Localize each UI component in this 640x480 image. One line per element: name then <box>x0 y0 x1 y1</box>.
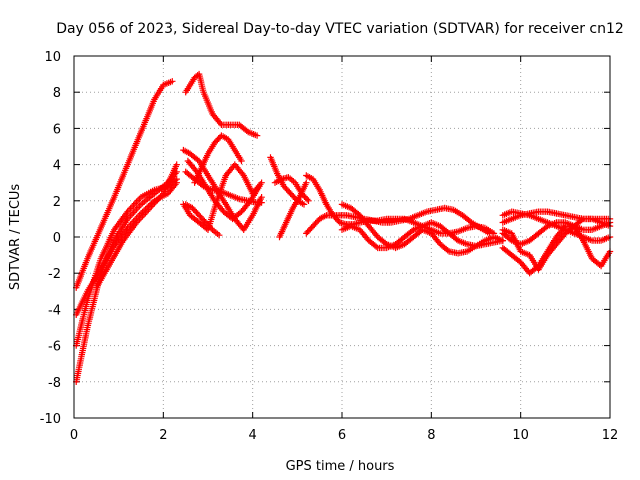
data-point <box>243 127 250 134</box>
chart-title: Day 056 of 2023, Sidereal Day-to-day VTE… <box>56 21 624 37</box>
data-point <box>253 132 261 139</box>
data-point <box>408 227 416 235</box>
data-point <box>304 196 311 203</box>
data-point <box>236 209 244 217</box>
series-s10 <box>184 157 263 223</box>
series-s6 <box>182 70 261 139</box>
x-tick-label: 2 <box>159 428 167 443</box>
data-point <box>303 179 310 186</box>
x-tick-label: 0 <box>70 428 78 443</box>
series-s16 <box>303 172 498 237</box>
data-point <box>169 78 176 85</box>
y-tick-label: -2 <box>48 267 61 282</box>
data-point <box>173 161 180 168</box>
data-point <box>258 179 265 186</box>
series-s3 <box>73 175 180 349</box>
data-point <box>173 179 180 186</box>
data-point <box>256 183 263 190</box>
series-s19 <box>338 219 506 252</box>
series-s15 <box>271 174 312 204</box>
data-point <box>542 224 550 231</box>
y-tick-label: 0 <box>53 231 61 246</box>
data-point <box>453 236 460 243</box>
data-series <box>73 70 614 385</box>
data-point <box>486 230 493 237</box>
series-s13 <box>267 154 308 208</box>
data-point <box>373 243 380 250</box>
x-tick-label: 10 <box>512 428 529 443</box>
data-point <box>258 194 265 201</box>
series-s12 <box>182 201 223 239</box>
data-point <box>466 218 474 225</box>
series-s14 <box>276 179 310 241</box>
x-tick-label: 12 <box>602 428 619 443</box>
series-s1 <box>73 78 176 291</box>
data-point <box>300 201 308 208</box>
series-s4 <box>73 179 180 318</box>
y-tick-label: 6 <box>53 122 61 137</box>
data-point <box>444 247 451 254</box>
x-axis-label: GPS time / hours <box>286 459 395 474</box>
series-s24 <box>499 219 614 248</box>
y-axis-label: SDTVAR / TECUs <box>8 184 23 291</box>
series-s11 <box>191 132 245 186</box>
data-point <box>507 236 514 243</box>
x-tick-labels: 0 2 4 6 8 10 12 <box>70 428 618 443</box>
y-tick-label: -6 <box>48 340 61 355</box>
series-s5 <box>93 161 180 291</box>
y-tick-label: 8 <box>53 86 61 101</box>
y-tick-label: -4 <box>48 303 61 318</box>
data-point <box>499 237 506 244</box>
x-tick-label: 4 <box>249 428 257 443</box>
grid <box>74 56 610 418</box>
plot-frame <box>73 55 611 419</box>
y-tick-label: -10 <box>40 412 61 427</box>
data-point <box>238 157 245 165</box>
y-tick-label: -8 <box>48 376 61 391</box>
series-s17 <box>303 204 493 237</box>
y-tick-label: 2 <box>53 195 61 210</box>
data-point <box>216 232 223 239</box>
x-tick-label: 6 <box>338 428 346 443</box>
series-s22 <box>499 208 614 226</box>
y-tick-label: 4 <box>53 159 61 174</box>
data-point <box>258 199 265 206</box>
y-tick-labels: -10 -8 -6 -4 -2 0 2 4 6 8 10 <box>40 50 61 427</box>
data-point <box>146 204 154 212</box>
data-point <box>207 225 215 232</box>
data-point <box>305 197 312 204</box>
x-tick-label: 8 <box>427 428 435 443</box>
y-tick-label: 10 <box>44 50 61 65</box>
